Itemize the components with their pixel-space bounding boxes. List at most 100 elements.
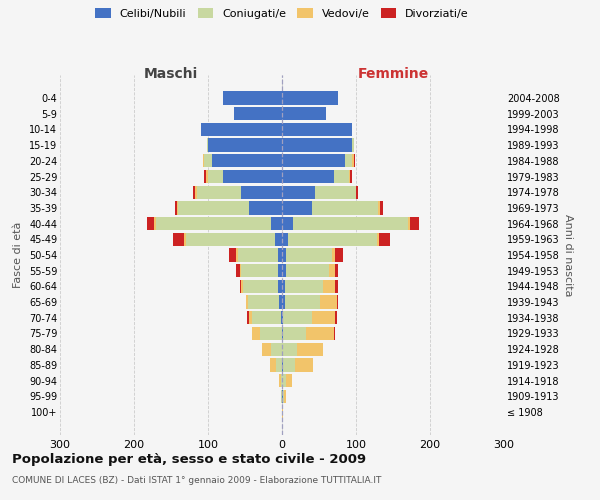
Bar xyxy=(248,296,279,309)
Bar xyxy=(229,248,236,262)
Bar xyxy=(175,201,177,214)
Bar xyxy=(352,138,354,152)
Bar xyxy=(208,170,223,183)
Bar xyxy=(241,186,282,199)
Bar xyxy=(345,154,352,168)
Bar xyxy=(276,358,282,372)
Bar xyxy=(334,170,349,183)
Bar xyxy=(253,311,281,324)
Bar xyxy=(297,342,323,356)
Bar xyxy=(329,264,335,278)
Bar xyxy=(320,296,337,309)
Bar xyxy=(200,123,282,136)
Bar xyxy=(282,280,285,293)
Bar xyxy=(282,390,283,403)
Bar xyxy=(249,201,282,214)
Bar xyxy=(282,217,293,230)
Bar xyxy=(281,390,282,403)
Bar xyxy=(335,311,337,324)
Bar xyxy=(223,170,282,183)
Bar xyxy=(262,342,271,356)
Bar xyxy=(193,186,196,199)
Bar xyxy=(295,358,313,372)
Bar xyxy=(243,280,278,293)
Bar xyxy=(156,217,271,230)
Bar xyxy=(203,154,204,168)
Bar xyxy=(279,374,281,387)
Bar xyxy=(282,201,311,214)
Bar xyxy=(278,280,282,293)
Bar xyxy=(196,186,197,199)
Bar xyxy=(286,374,292,387)
Bar xyxy=(378,201,380,214)
Bar xyxy=(350,170,352,183)
Bar xyxy=(286,248,332,262)
Bar xyxy=(282,358,283,372)
Text: Femmine: Femmine xyxy=(358,67,428,81)
Bar xyxy=(354,154,355,168)
Bar xyxy=(186,232,275,246)
Bar xyxy=(349,170,350,183)
Bar xyxy=(288,232,377,246)
Bar xyxy=(241,264,278,278)
Bar xyxy=(282,92,337,104)
Bar xyxy=(275,232,282,246)
Bar xyxy=(284,390,286,403)
Bar xyxy=(285,280,323,293)
Bar xyxy=(260,327,282,340)
Bar xyxy=(238,248,278,262)
Bar xyxy=(335,280,337,293)
Bar xyxy=(278,248,282,262)
Bar xyxy=(283,311,311,324)
Bar xyxy=(410,217,419,230)
Bar xyxy=(311,201,378,214)
Bar xyxy=(282,138,352,152)
Bar xyxy=(208,138,282,152)
Bar xyxy=(332,248,335,262)
Bar xyxy=(285,296,320,309)
Bar xyxy=(377,232,379,246)
Bar xyxy=(282,107,326,120)
Bar xyxy=(352,154,354,168)
Bar xyxy=(279,296,282,309)
Bar xyxy=(282,296,285,309)
Bar xyxy=(283,390,284,403)
Bar xyxy=(316,186,356,199)
Bar xyxy=(241,280,243,293)
Bar xyxy=(236,248,238,262)
Bar xyxy=(282,232,288,246)
Bar xyxy=(236,264,240,278)
Bar xyxy=(247,311,249,324)
Bar xyxy=(278,264,282,278)
Bar xyxy=(234,107,282,120)
Bar xyxy=(311,311,335,324)
Bar xyxy=(323,280,335,293)
Bar xyxy=(282,374,286,387)
Bar xyxy=(206,138,208,152)
Bar xyxy=(283,327,305,340)
Bar xyxy=(282,311,283,324)
Bar xyxy=(271,342,282,356)
Text: Popolazione per età, sesso e stato civile - 2009: Popolazione per età, sesso e stato civil… xyxy=(12,452,366,466)
Legend: Celibi/Nubili, Coniugati/e, Vedovi/e, Divorziati/e: Celibi/Nubili, Coniugati/e, Vedovi/e, Di… xyxy=(95,8,469,19)
Bar xyxy=(293,217,408,230)
Bar xyxy=(305,327,334,340)
Bar xyxy=(334,327,335,340)
Bar xyxy=(212,154,282,168)
Bar xyxy=(282,342,297,356)
Bar xyxy=(204,154,212,168)
Bar xyxy=(270,358,276,372)
Bar xyxy=(282,264,286,278)
Bar xyxy=(281,311,282,324)
Bar xyxy=(282,154,345,168)
Bar xyxy=(173,232,184,246)
Bar xyxy=(249,311,253,324)
Bar xyxy=(184,232,186,246)
Bar xyxy=(146,217,154,230)
Bar xyxy=(240,264,241,278)
Bar xyxy=(177,201,178,214)
Bar xyxy=(223,92,282,104)
Bar xyxy=(379,232,390,246)
Bar xyxy=(337,296,338,309)
Bar xyxy=(286,264,329,278)
